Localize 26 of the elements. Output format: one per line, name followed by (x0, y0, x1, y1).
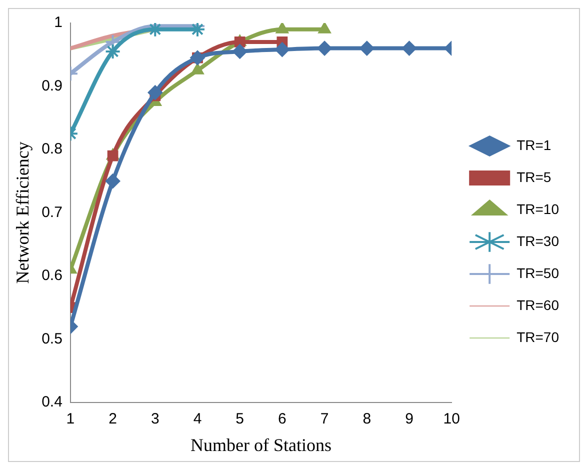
x-tick-label: 3 (150, 410, 160, 428)
x-tick-label: 8 (362, 410, 372, 428)
legend-label: TR=1 (516, 136, 552, 153)
legend-label: TR=5 (516, 168, 552, 185)
x-axis-title: Number of Stations (190, 434, 332, 455)
y-axis-title: Network Efficiency (12, 142, 33, 284)
x-tick-label: 10 (443, 410, 460, 428)
y-tick-label: 0.5 (42, 330, 62, 348)
x-tick-label: 6 (278, 410, 286, 428)
legend-label: TR=30 (516, 232, 560, 249)
x-tick-label: 5 (236, 410, 244, 428)
legend-label: TR=60 (516, 296, 560, 313)
y-tick-label: 0.8 (42, 140, 62, 158)
y-tick-label: 1 (54, 14, 62, 32)
y-tick-label: 0.4 (42, 394, 62, 411)
legend-label: TR=70 (516, 328, 560, 345)
y-tick-label: 0.6 (42, 267, 62, 284)
x-tick-label: 2 (108, 410, 117, 428)
x-tick-label: 1 (66, 410, 75, 428)
x-tick-label: 4 (193, 410, 202, 428)
legend-label: TR=10 (516, 200, 560, 217)
x-tick-label: 9 (405, 410, 414, 428)
y-tick-label: 0.9 (42, 77, 62, 94)
x-tick-label: 7 (320, 410, 329, 428)
y-tick-label: 0.7 (42, 204, 62, 221)
legend-label: TR=50 (516, 264, 560, 281)
